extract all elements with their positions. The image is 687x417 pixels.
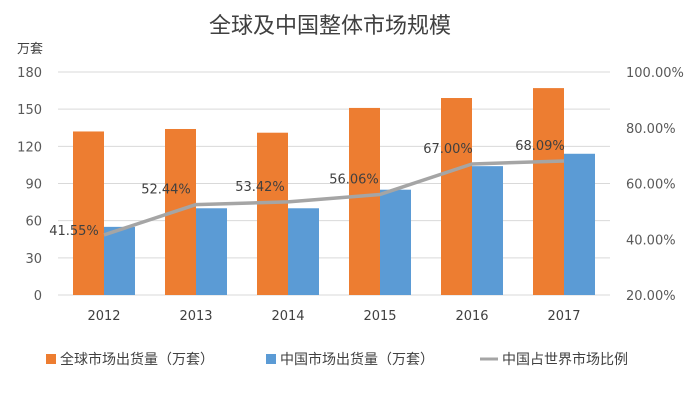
legend: 全球市场出货量（万套） 中国市场出货量（万套） 中国占世界市场比例 — [46, 351, 628, 368]
legend-swatch-global — [46, 354, 56, 364]
data-label: 67.00% — [423, 142, 473, 157]
y-left-tick-label: 0 — [34, 289, 42, 304]
data-label: 52.44% — [141, 183, 191, 198]
x-tick-label: 2014 — [271, 309, 304, 324]
x-tick-label: 2012 — [87, 309, 120, 324]
y-left-tick-label: 60 — [25, 215, 42, 230]
bar-global-shipment — [441, 98, 472, 296]
y-left-tick-label: 120 — [17, 140, 42, 155]
y-right-tick-label: 60.00% — [626, 178, 676, 193]
bar-global-shipment — [257, 132, 288, 295]
bar-global-shipment — [533, 88, 564, 295]
bar-china-shipment — [288, 208, 319, 295]
y-left-tick-label: 180 — [17, 66, 42, 81]
data-label: 41.55% — [49, 224, 99, 239]
bar-china-shipment — [564, 153, 595, 295]
y-right-tick-label: 80.00% — [626, 122, 676, 137]
bar-china-shipment — [196, 208, 227, 295]
bars — [73, 88, 595, 296]
bar-global-shipment — [349, 107, 380, 295]
y-left-tick-label: 90 — [25, 178, 42, 193]
legend-label: 中国市场出货量（万套） — [280, 351, 434, 368]
x-tick-label: 2016 — [455, 309, 488, 324]
data-label: 53.42% — [235, 180, 285, 195]
x-tick-label: 2013 — [179, 309, 212, 324]
legend-swatch-china — [266, 354, 276, 364]
y-left-tick-label: 150 — [17, 103, 42, 118]
x-tick-label: 2017 — [547, 309, 580, 324]
y-right-tick-label: 20.00% — [626, 289, 676, 304]
line-china-share — [103, 159, 565, 237]
y-axis-unit-label: 万套 — [17, 41, 43, 57]
y-right-tick-label: 100.00% — [626, 66, 684, 81]
bar-china-shipment — [472, 166, 503, 295]
axes: 0 30 60 90 120 150 180 20.00% 40.00% 60.00% 80.00%… — [17, 66, 684, 324]
legend-label: 全球市场出货量（万套） — [60, 351, 214, 368]
data-label: 56.06% — [329, 172, 379, 187]
bar-china-shipment — [104, 226, 135, 295]
y-right-tick-label: 40.00% — [626, 233, 676, 248]
legend-label: 中国占世界市场比例 — [502, 351, 628, 368]
bar-global-shipment — [73, 131, 104, 295]
bar-china-shipment — [380, 189, 411, 295]
chart-title: 全球及中国整体市场规模 — [209, 14, 451, 39]
data-label: 68.09% — [515, 139, 565, 154]
line-series: 41.55% 52.44% 53.42% 56.06% 67.00% 68.09% — [49, 139, 565, 239]
x-tick-label: 2015 — [363, 309, 396, 324]
y-left-tick-label: 30 — [25, 252, 42, 267]
